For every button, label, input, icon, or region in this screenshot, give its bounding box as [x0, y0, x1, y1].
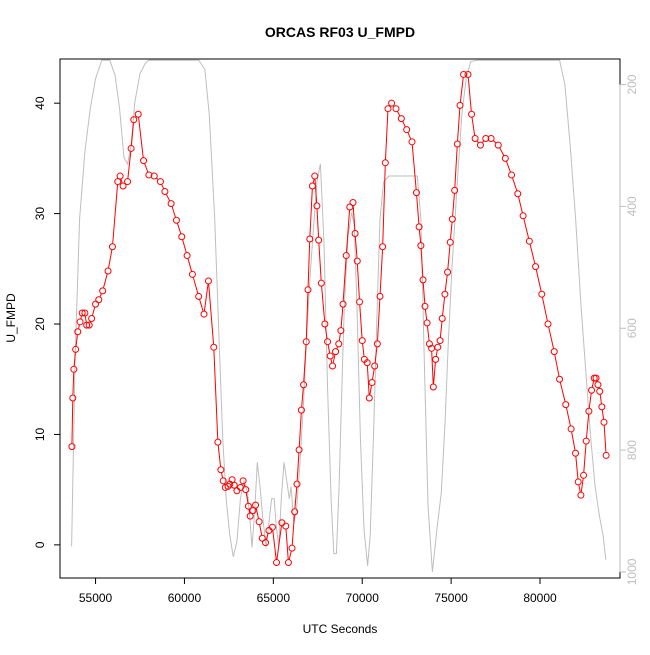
y2-tick-label: 400: [625, 196, 639, 216]
x-tick-label: 55000: [79, 591, 113, 605]
y-tick-label: 30: [33, 207, 47, 221]
y2-tick-label: 600: [625, 318, 639, 338]
x-tick-label: 80000: [523, 591, 557, 605]
chart-title: ORCAS RF03 U_FMPD: [265, 24, 415, 40]
x-tick-label: 60000: [168, 591, 202, 605]
x-tick-label: 65000: [257, 591, 291, 605]
y2-tick-label: 200: [625, 74, 639, 94]
x-tick-label: 70000: [346, 591, 380, 605]
y2-tick-label: 1000: [625, 558, 639, 585]
y-axis-label: U_FMPD: [4, 293, 18, 343]
y-tick-label: 0: [33, 541, 47, 548]
y2-tick-label: 800: [625, 440, 639, 460]
y-tick-label: 10: [33, 427, 47, 441]
y-tick-label: 20: [33, 317, 47, 331]
x-axis-label: UTC Seconds: [303, 622, 378, 636]
y-tick-label: 40: [33, 96, 47, 110]
x-tick-label: 75000: [434, 591, 468, 605]
